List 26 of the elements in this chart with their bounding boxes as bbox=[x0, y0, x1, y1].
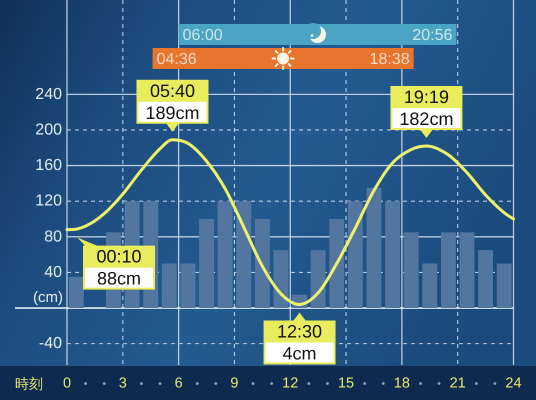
y-tick-label: 40 bbox=[44, 264, 62, 281]
annotation: 00:10 88cm bbox=[96, 246, 142, 289]
x-tick-label: 24 bbox=[505, 376, 522, 392]
x-tick-label: 15 bbox=[338, 376, 354, 392]
annotation: 19:19 182cm bbox=[399, 87, 454, 129]
y-tick-label: 120 bbox=[35, 192, 62, 210]
y-tick-label: 80 bbox=[44, 228, 62, 246]
annotation: 18:38 bbox=[370, 51, 410, 68]
x-axis-title: 時刻 bbox=[15, 376, 43, 392]
annotation: 20:56 bbox=[412, 27, 452, 44]
annotation: 06:00 bbox=[182, 27, 223, 44]
y-tick-label: 160 bbox=[35, 157, 62, 174]
annotation: 12:30 4cm bbox=[277, 321, 322, 364]
y-tick-label: 240 bbox=[35, 86, 62, 103]
x-tick-label: 9 bbox=[230, 376, 238, 392]
y-tick-label: -40 bbox=[38, 335, 62, 352]
x-tick-label: 0 bbox=[62, 376, 72, 392]
x-tick-label: 21 bbox=[450, 376, 466, 392]
annotation: 04:36 bbox=[156, 51, 197, 68]
y-axis-title: (cm) bbox=[33, 289, 63, 306]
annotation: 05:40 189cm bbox=[145, 80, 200, 123]
x-tick-label: 6 bbox=[174, 376, 183, 392]
x-tick-label: 18 bbox=[394, 376, 410, 392]
x-tick-label: 3 bbox=[118, 376, 127, 392]
y-tick-label: 200 bbox=[35, 121, 62, 138]
x-tick-label: 12 bbox=[282, 376, 298, 392]
